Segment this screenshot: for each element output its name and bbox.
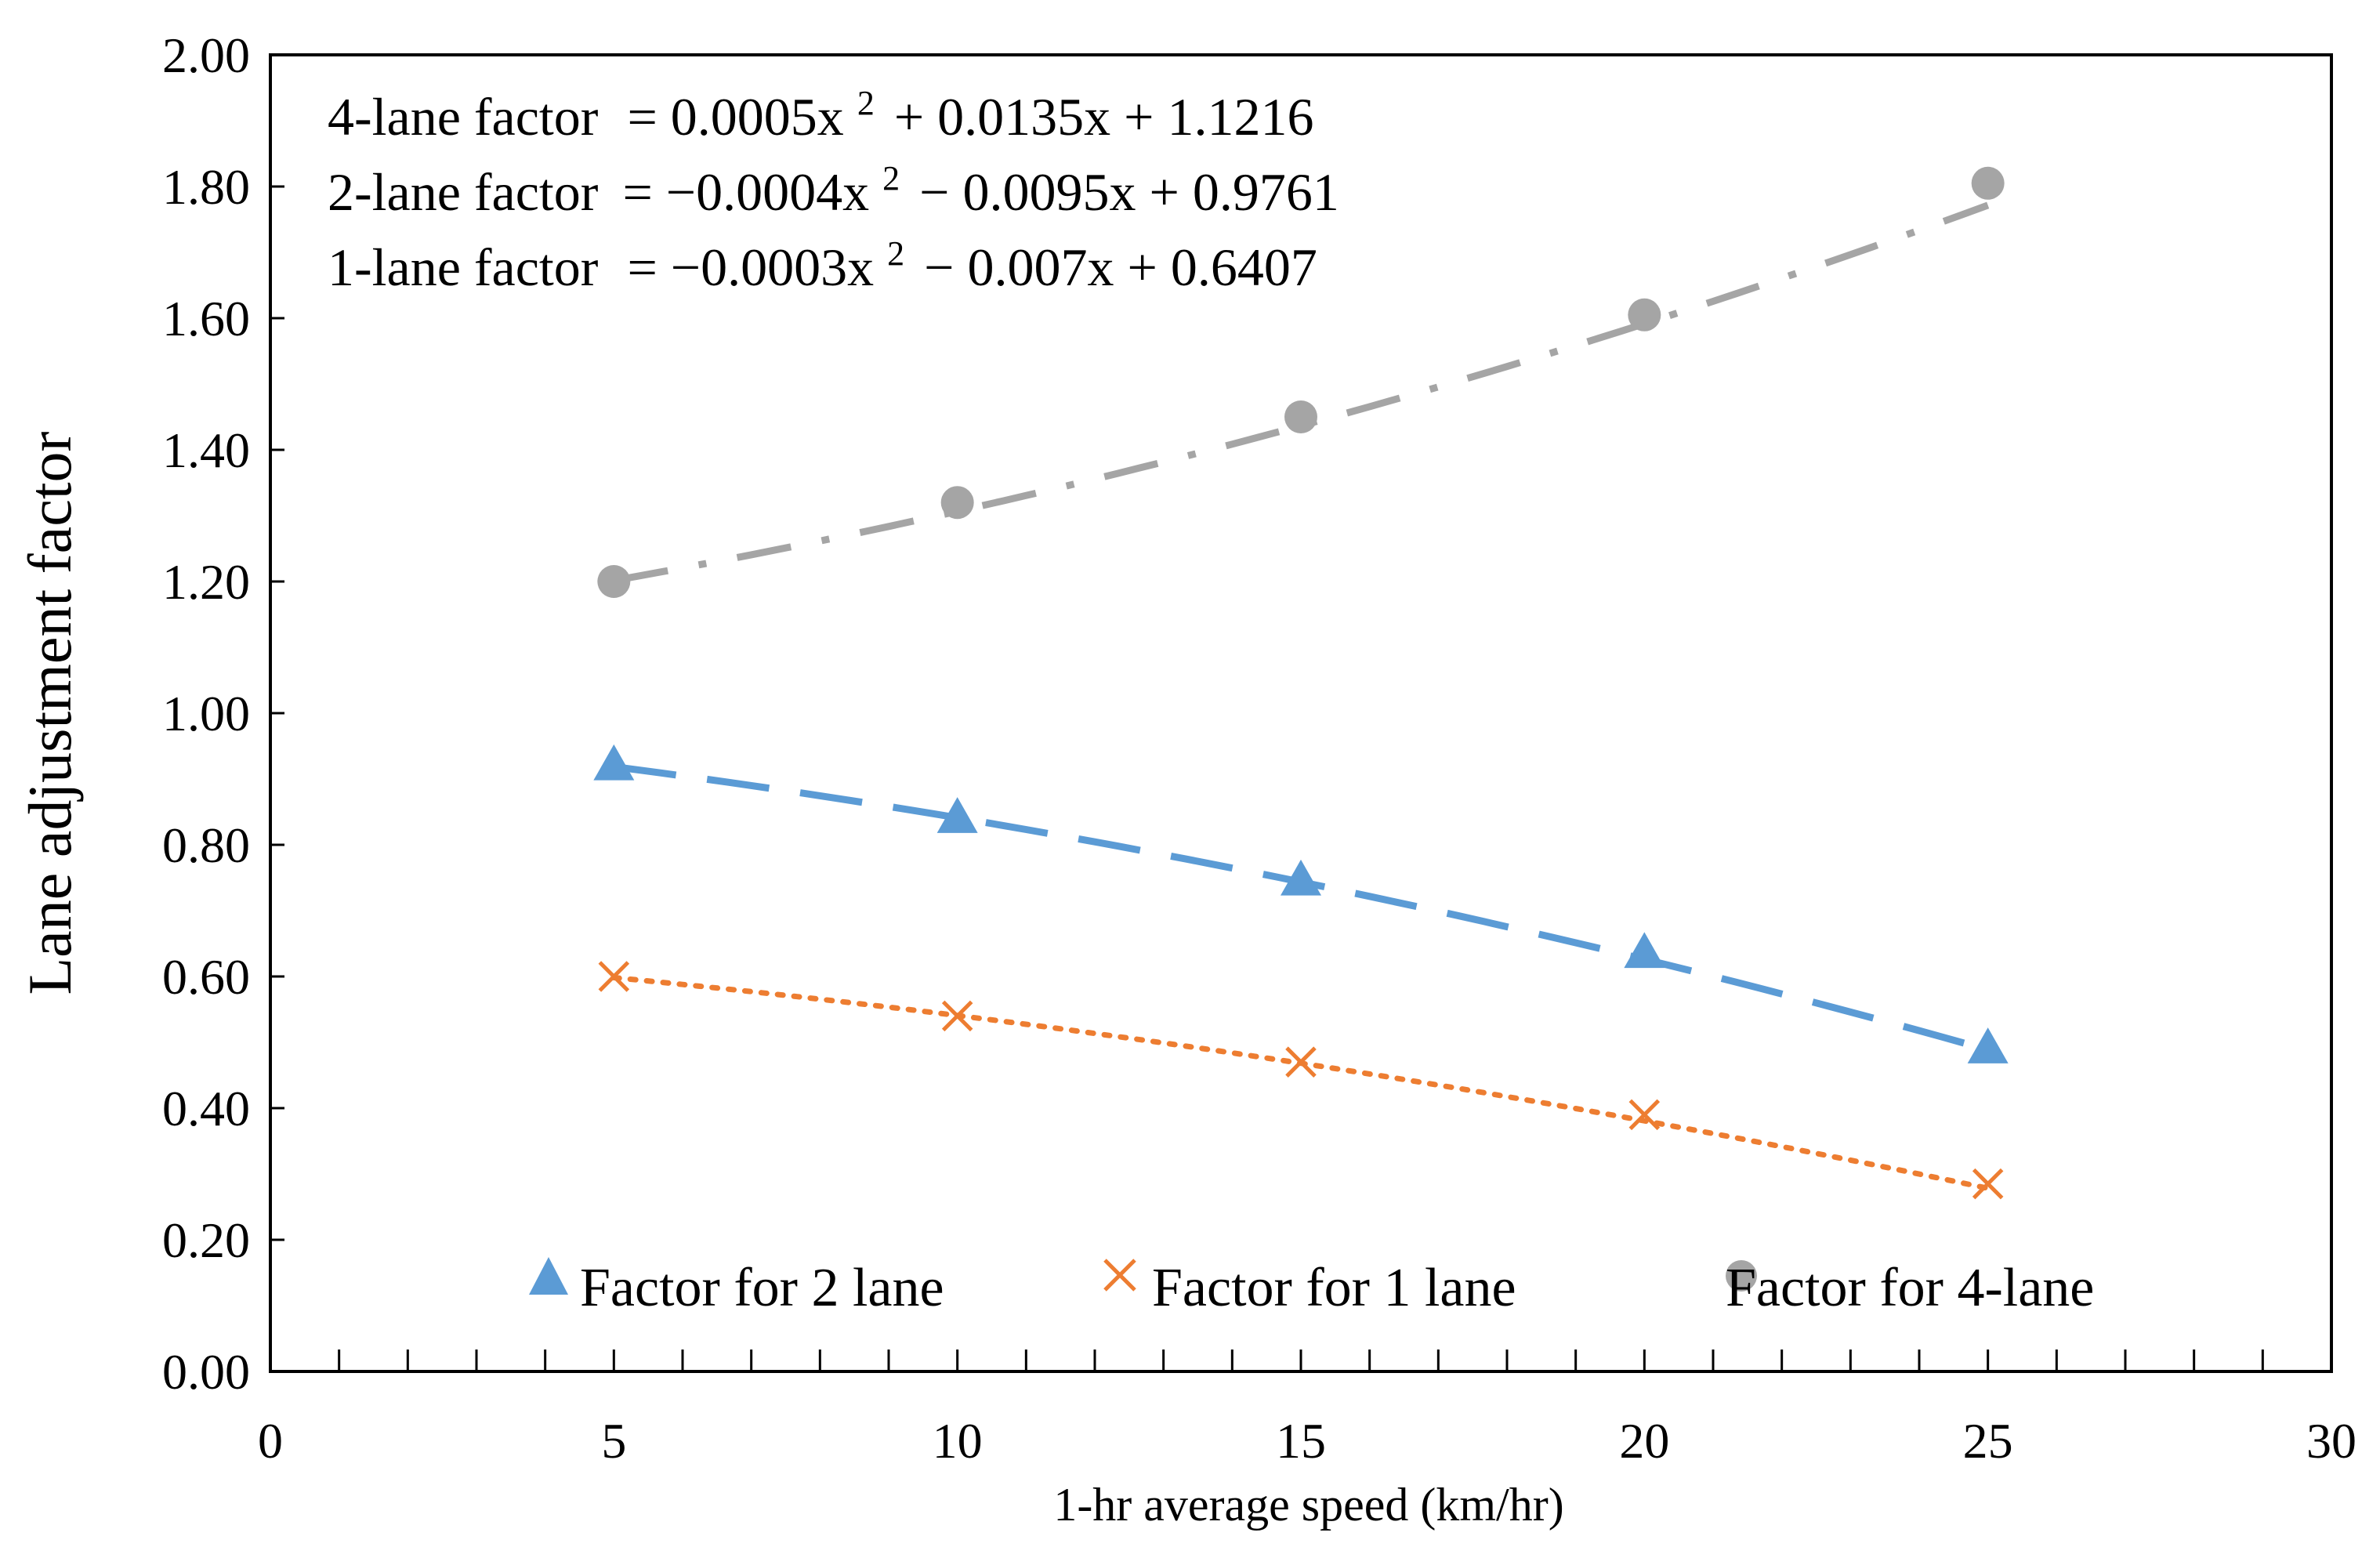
equation-4-lane-rhs: = 0.0005x	[627, 87, 843, 147]
x-minor-ticks	[338, 1350, 2264, 1371]
equation-2-lane: 2-lane factor = −0.0004x 2 − 0.0095x + 0…	[328, 142, 1339, 222]
data-point-series-1	[1628, 1099, 1661, 1131]
data-point-series-0	[1281, 859, 1321, 896]
legend-marker-2-lane	[529, 1257, 568, 1295]
equation-4-lane: 4-lane factor = 0.0005x 2 + 0.0135x + 1.…	[328, 67, 1314, 147]
legend-label-4-lane: Factor for 4-lane	[1726, 1258, 2094, 1318]
y-axis-title: Lane adjustment factor	[16, 431, 84, 994]
data-point-series-2	[1284, 400, 1317, 433]
equation-1-lane-rest: − 0.007x + 0.6407	[924, 237, 1317, 297]
y-tick-label: 0.60	[162, 949, 250, 1005]
y-tick-label: 0.80	[162, 817, 250, 873]
y-tick-label: 1.60	[162, 291, 250, 346]
x-tick-label: 10	[933, 1413, 983, 1469]
x-tick-label: 15	[1276, 1413, 1326, 1469]
y-tick-label: 0.20	[162, 1212, 250, 1268]
x-tick-labels: 0 5 10 15 20 25 30	[258, 1413, 2356, 1469]
equation-1-lane-rhs: = −0.0003x	[627, 237, 874, 297]
legend-marker-1-lane-stroke-1	[1103, 1259, 1136, 1292]
x-tick-label: 5	[601, 1413, 626, 1469]
x-tick-label: 30	[2306, 1413, 2356, 1469]
y-major-ticks	[270, 53, 284, 1373]
data-point-series-0	[1967, 1027, 2009, 1063]
y-tick-label: 1.40	[162, 422, 250, 478]
equation-4-lane-sup: 2	[857, 84, 875, 122]
data-point-series-2	[1628, 298, 1661, 332]
legend: Factor for 2 lane Factor for 1 lane Fact…	[529, 1257, 2094, 1318]
equation-4-lane-rest: + 0.0135x + 1.1216	[894, 87, 1314, 147]
data-point-series-1-stroke-b	[1628, 1099, 1661, 1131]
equation-2-lane-sup: 2	[882, 159, 900, 197]
legend-label-2-lane: Factor for 2 lane	[580, 1258, 944, 1318]
data-point-series-1-stroke-b	[598, 961, 630, 992]
y-tick-label: 2.00	[162, 27, 250, 83]
equation-1-lane-lhs: 1-lane factor	[328, 237, 599, 297]
legend-label-1-lane: Factor for 1 lane	[1152, 1258, 1516, 1318]
equation-2-lane-rest: − 0.0095x + 0.9761	[919, 162, 1339, 222]
data-point-series-2	[1971, 166, 2005, 200]
equation-2-lane-lhs: 2-lane factor	[328, 162, 599, 222]
data-point-series-1	[941, 1000, 973, 1032]
equations-annotation: 4-lane factor = 0.0005x 2 + 0.0135x + 1.…	[328, 67, 1339, 297]
data-point-series-1-stroke-b	[1972, 1168, 2004, 1200]
data-point-series-1-stroke-b	[941, 1000, 973, 1032]
x-tick-label: 0	[258, 1413, 283, 1469]
y-tick-labels: 0.00 0.20 0.40 0.60 0.80 1.00 1.20 1.40 1.60 1.80…	[162, 27, 250, 1400]
x-tick-label: 20	[1619, 1413, 1669, 1469]
legend-marker-4-lane	[1726, 1260, 1757, 1292]
data-point-series-0	[593, 744, 635, 781]
x-tick-label: 25	[1963, 1413, 2013, 1469]
data-point-series-1	[1972, 1168, 2004, 1200]
data-point-series-1	[1285, 1046, 1317, 1078]
data-point-series-0	[936, 797, 978, 833]
equation-1-lane-sup: 2	[887, 234, 904, 273]
y-tick-label: 0.00	[162, 1344, 250, 1400]
data-point-series-0	[1624, 932, 1665, 969]
data-point-series-2	[940, 486, 974, 520]
equation-1-lane: 1-lane factor = −0.0003x 2 − 0.007x + 0.…	[328, 217, 1317, 297]
equation-2-lane-rhs: = −0.0004x	[622, 162, 869, 222]
y-tick-label: 1.80	[162, 159, 250, 215]
data-markers	[593, 166, 2009, 1200]
data-point-series-2	[597, 565, 631, 598]
equation-4-lane-lhs: 4-lane factor	[328, 87, 599, 147]
data-point-series-1-stroke-b	[1285, 1046, 1317, 1078]
legend-marker-1-lane	[1103, 1259, 1136, 1292]
y-tick-label: 1.00	[162, 686, 250, 741]
data-point-series-1	[598, 961, 630, 992]
y-tick-label: 0.40	[162, 1081, 250, 1136]
x-axis-title: 1-hr average speed (km/hr)	[1053, 1479, 1563, 1531]
y-tick-label: 1.20	[162, 554, 250, 610]
